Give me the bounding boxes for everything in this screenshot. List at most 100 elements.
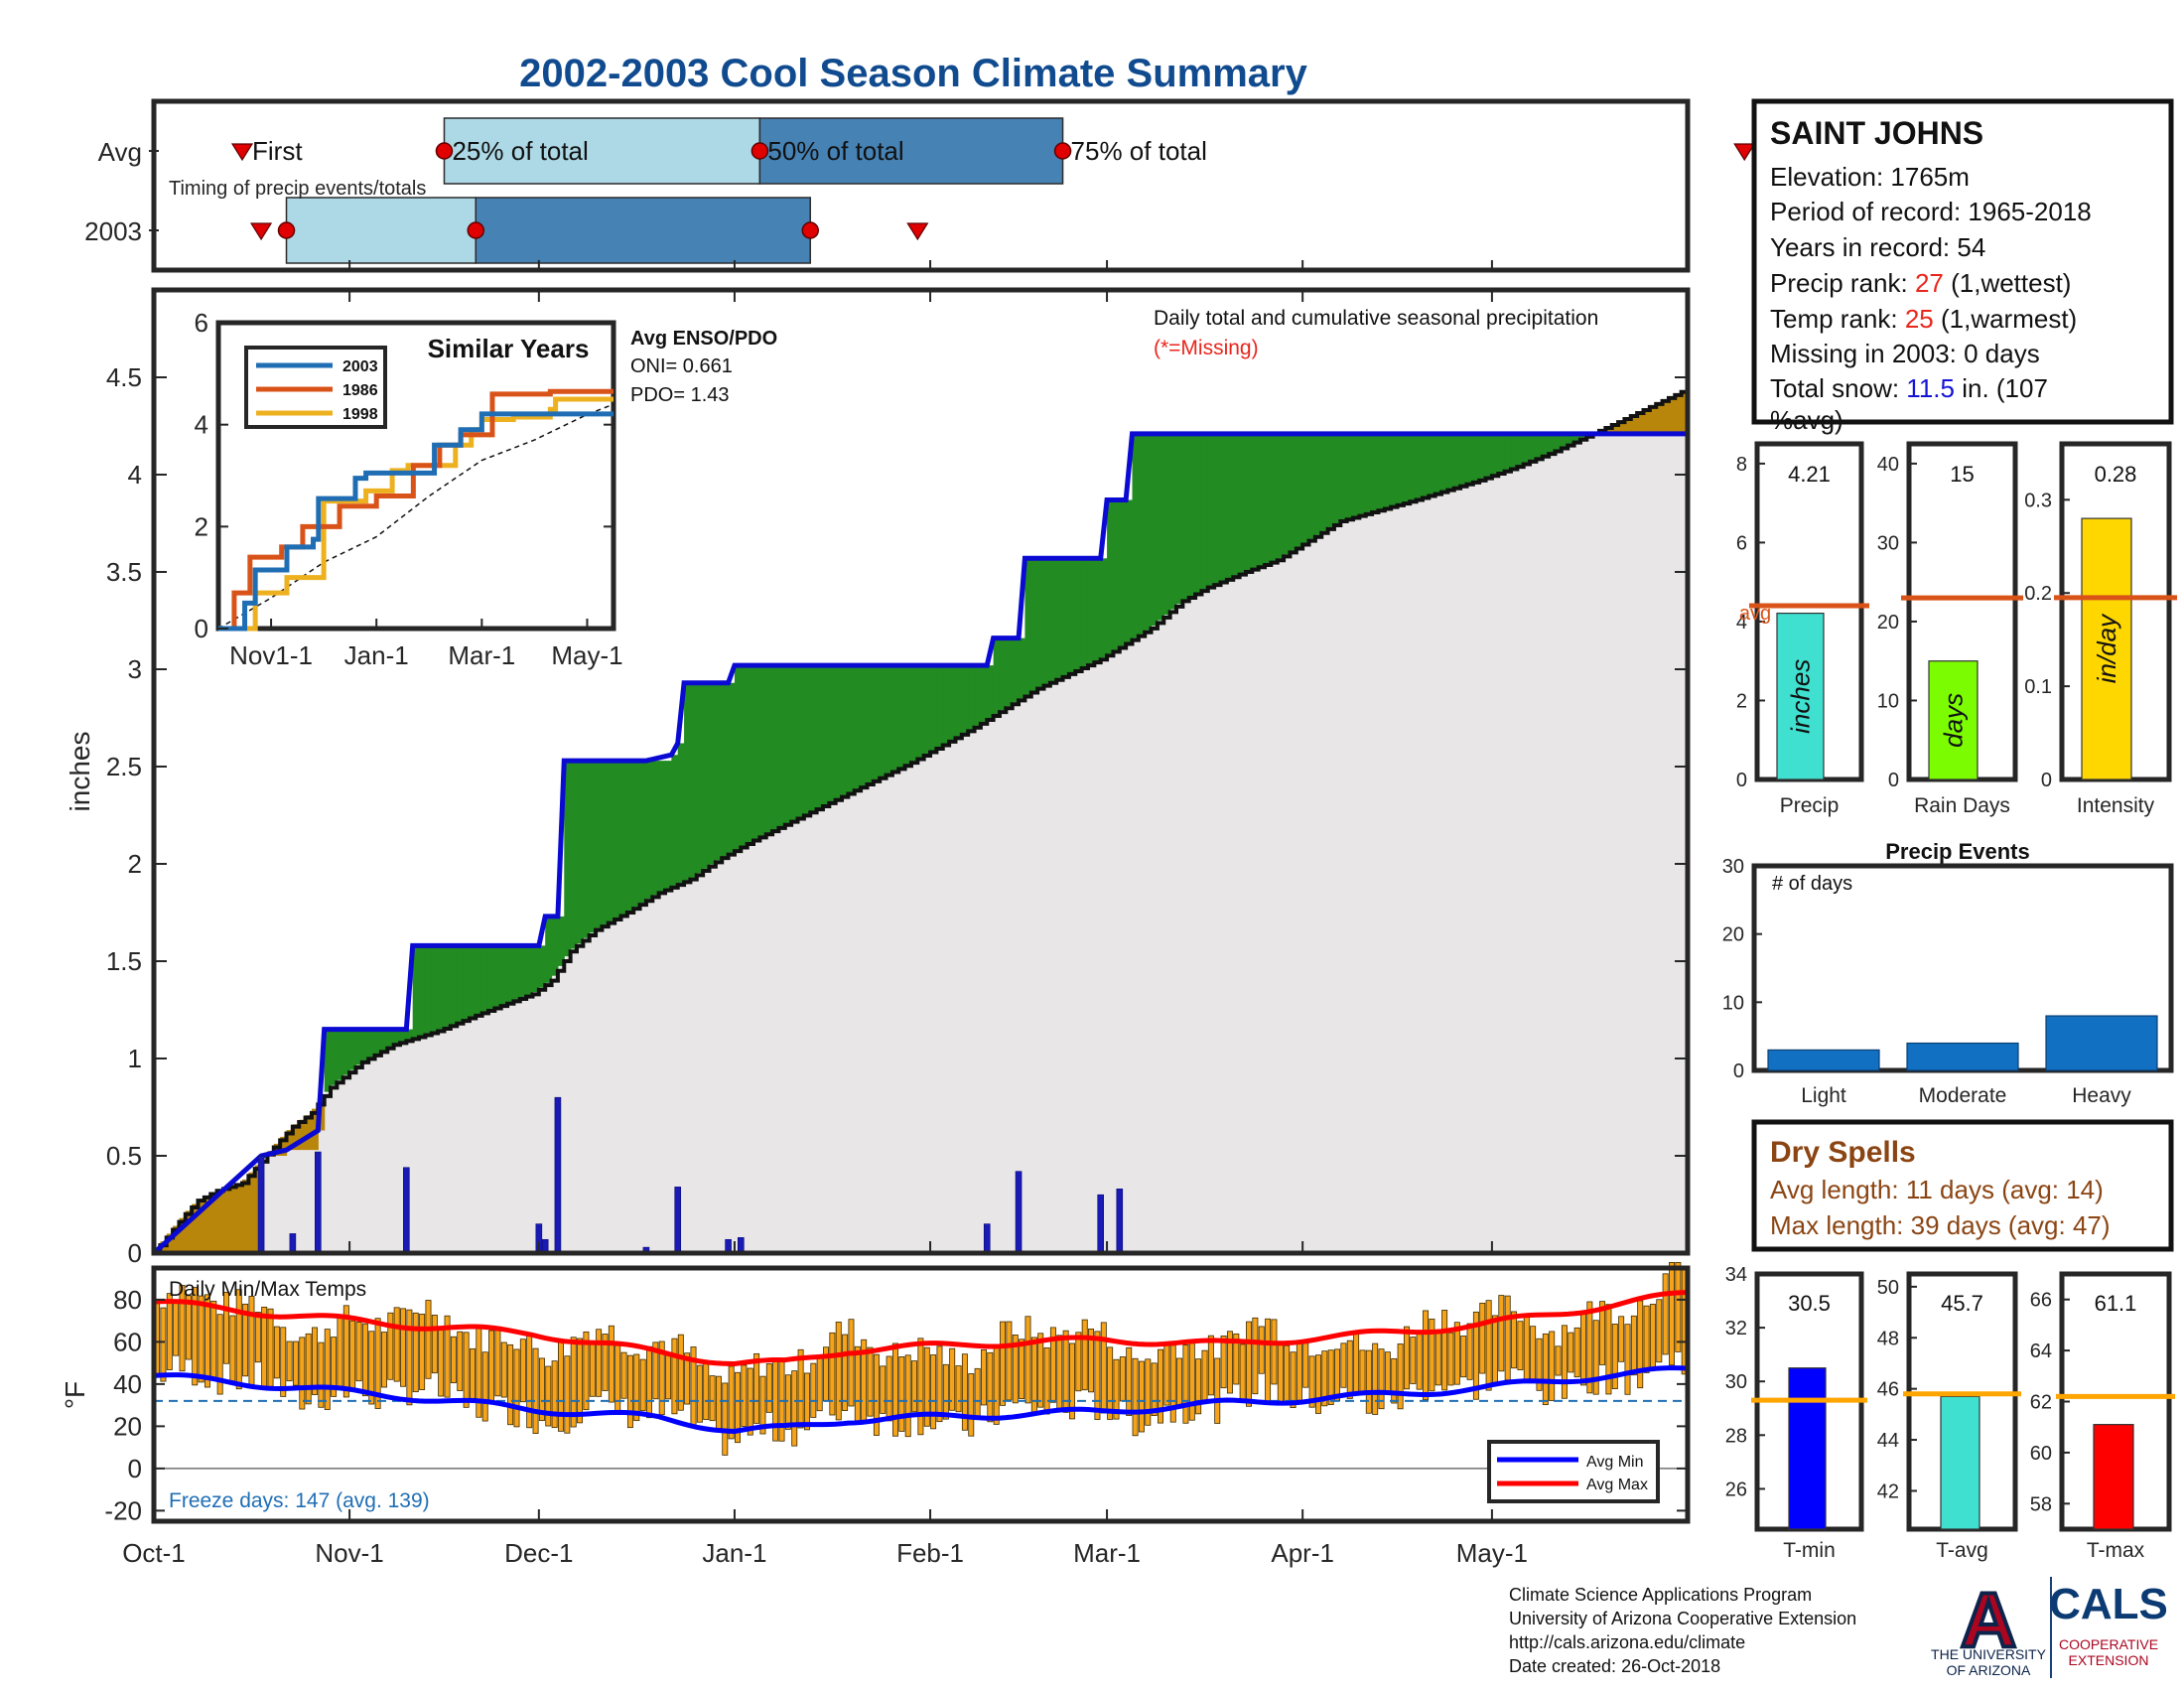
enso-oni: ONI= 0.661 (630, 355, 733, 377)
temp-stat-ytick-label: 32 (1725, 1318, 1747, 1340)
above-average-fill (709, 682, 717, 865)
above-average-fill (1302, 433, 1310, 543)
above-average-fill (513, 945, 521, 1001)
daily-temp-bar (684, 1352, 691, 1405)
daily-temp-bar (1006, 1321, 1013, 1401)
precip-rank: Precip rank: 27 (1,wettest) (1770, 268, 2071, 298)
above-average-fill (942, 665, 950, 744)
daily-temp-bar (974, 1367, 981, 1417)
daily-temp-bar (1391, 1357, 1398, 1404)
above-average-fill (936, 665, 944, 748)
daily-temp-bar (1429, 1318, 1435, 1392)
stat-ytick-label: 0 (1888, 770, 1899, 791)
inset-ytick-label: 6 (195, 308, 208, 338)
above-average-fill (526, 945, 534, 996)
daily-temp-bar (904, 1354, 911, 1438)
stat-label: Intensity (2077, 794, 2155, 817)
daily-temp-bar (816, 1354, 823, 1412)
daily-temp-bar (532, 1347, 539, 1434)
daily-temp-bar (1075, 1332, 1082, 1392)
daily-temp-bar (286, 1340, 293, 1382)
above-average-fill (1346, 433, 1354, 519)
dry-spells-title: Dry Spells (1770, 1136, 1916, 1169)
daily-temp-bar (419, 1314, 426, 1390)
main-ytick-label: 1.5 (106, 946, 142, 976)
temp-stat-label: T-max (2087, 1539, 2145, 1562)
daily-temp-bar (551, 1360, 558, 1429)
above-average-fill (1132, 433, 1140, 638)
daily-temp-bar (393, 1307, 400, 1382)
temp-ytick-label: 60 (113, 1327, 142, 1356)
inset-legend-label-2003: 2003 (342, 358, 378, 375)
daily-temp-bar (1169, 1344, 1176, 1423)
daily-temp-bar (337, 1315, 343, 1388)
stat-panel-rain-days: 15 days 0 10 20 30 40 Rain Days (1877, 441, 2023, 817)
footer: Climate Science Applications Program Uni… (1509, 1574, 2168, 1678)
above-average-fill (861, 665, 869, 786)
temp-stat-bar (2093, 1424, 2134, 1530)
daily-temp-bar (305, 1333, 312, 1405)
above-average-fill (778, 665, 786, 827)
temp-stat-label: T-min (1783, 1539, 1836, 1562)
footer-url[interactable]: http://cals.arizona.edu/climate (1509, 1632, 1745, 1652)
above-average-fill (576, 761, 584, 944)
stat-ytick-label: 0 (1736, 770, 1747, 791)
daily-temp-bar (1226, 1331, 1233, 1394)
legend-max-label: Avg Max (1586, 1477, 1648, 1493)
below-average-fill (1637, 411, 1645, 434)
timing-2003-p25-marker (277, 221, 296, 239)
above-average-fill (1169, 433, 1177, 610)
above-average-fill (1434, 433, 1442, 494)
above-average-fill (835, 665, 843, 799)
above-average-fill (1100, 558, 1108, 658)
below-average-fill (299, 1119, 307, 1151)
below-average-fill (1649, 405, 1657, 434)
below-average-fill (1624, 417, 1632, 434)
daily-temp-bar (1561, 1325, 1568, 1399)
above-average-fill (987, 665, 995, 718)
daily-temp-bar (374, 1318, 381, 1409)
month-label: Apr-1 (1271, 1538, 1334, 1568)
stat-ytick-label: 10 (1877, 690, 1899, 712)
precip-events-chart: Precip Events Light Moderate Heavy0102030 … (1722, 839, 2174, 1107)
daily-temp-bar (1441, 1310, 1448, 1391)
above-average-fill (419, 945, 426, 1037)
above-average-fill (728, 682, 736, 853)
above-average-fill (949, 665, 957, 741)
above-average-fill (1277, 433, 1285, 559)
station-elevation: Elevation: 1765m (1770, 162, 1970, 192)
above-average-fill (1523, 433, 1531, 464)
daily-temp-bar (1479, 1302, 1486, 1374)
above-average-fill (665, 761, 672, 890)
daily-temp-bar (589, 1342, 596, 1397)
above-average-fill (425, 945, 433, 1035)
below-average-fill (222, 1188, 230, 1253)
daily-temp-bar (696, 1364, 703, 1423)
above-average-fill (684, 682, 692, 882)
above-average-fill (1119, 499, 1127, 646)
above-average-fill (1207, 433, 1215, 587)
daily-temp-bar (810, 1362, 817, 1418)
above-average-fill (457, 945, 465, 1023)
daily-temp-bar (425, 1300, 432, 1379)
daily-temp-bar (1346, 1340, 1353, 1399)
total-snow: Total snow: 11.5 in. (107 (1770, 373, 2048, 403)
daily-temp-bar (1340, 1342, 1347, 1388)
above-average-fill (1504, 433, 1512, 471)
missing-days: Missing in 2003: 0 days (1770, 339, 2040, 368)
daily-temp-bar (1365, 1349, 1372, 1414)
missing-note: (*=Missing) (1154, 337, 1259, 359)
cumulative-precip-chart: 0 0.5 1 1.5 2 2.5 3 3.5 4 4.5 inches Daily total … (65, 287, 1691, 1268)
events-ytick-label: 20 (1722, 924, 1744, 946)
daily-temp-bar (564, 1355, 571, 1434)
below-average-fill (1630, 414, 1638, 434)
above-average-fill (1333, 433, 1341, 523)
above-average-fill (412, 945, 420, 1039)
above-average-fill (1485, 433, 1493, 478)
daily-temp-bar (223, 1292, 229, 1364)
daily-temp-bar (1434, 1330, 1441, 1386)
daily-temp-bar (273, 1326, 280, 1379)
stat-ytick-label: 0.2 (2024, 583, 2052, 605)
daily-temp-bar (261, 1306, 268, 1390)
above-average-fill (1359, 433, 1367, 515)
